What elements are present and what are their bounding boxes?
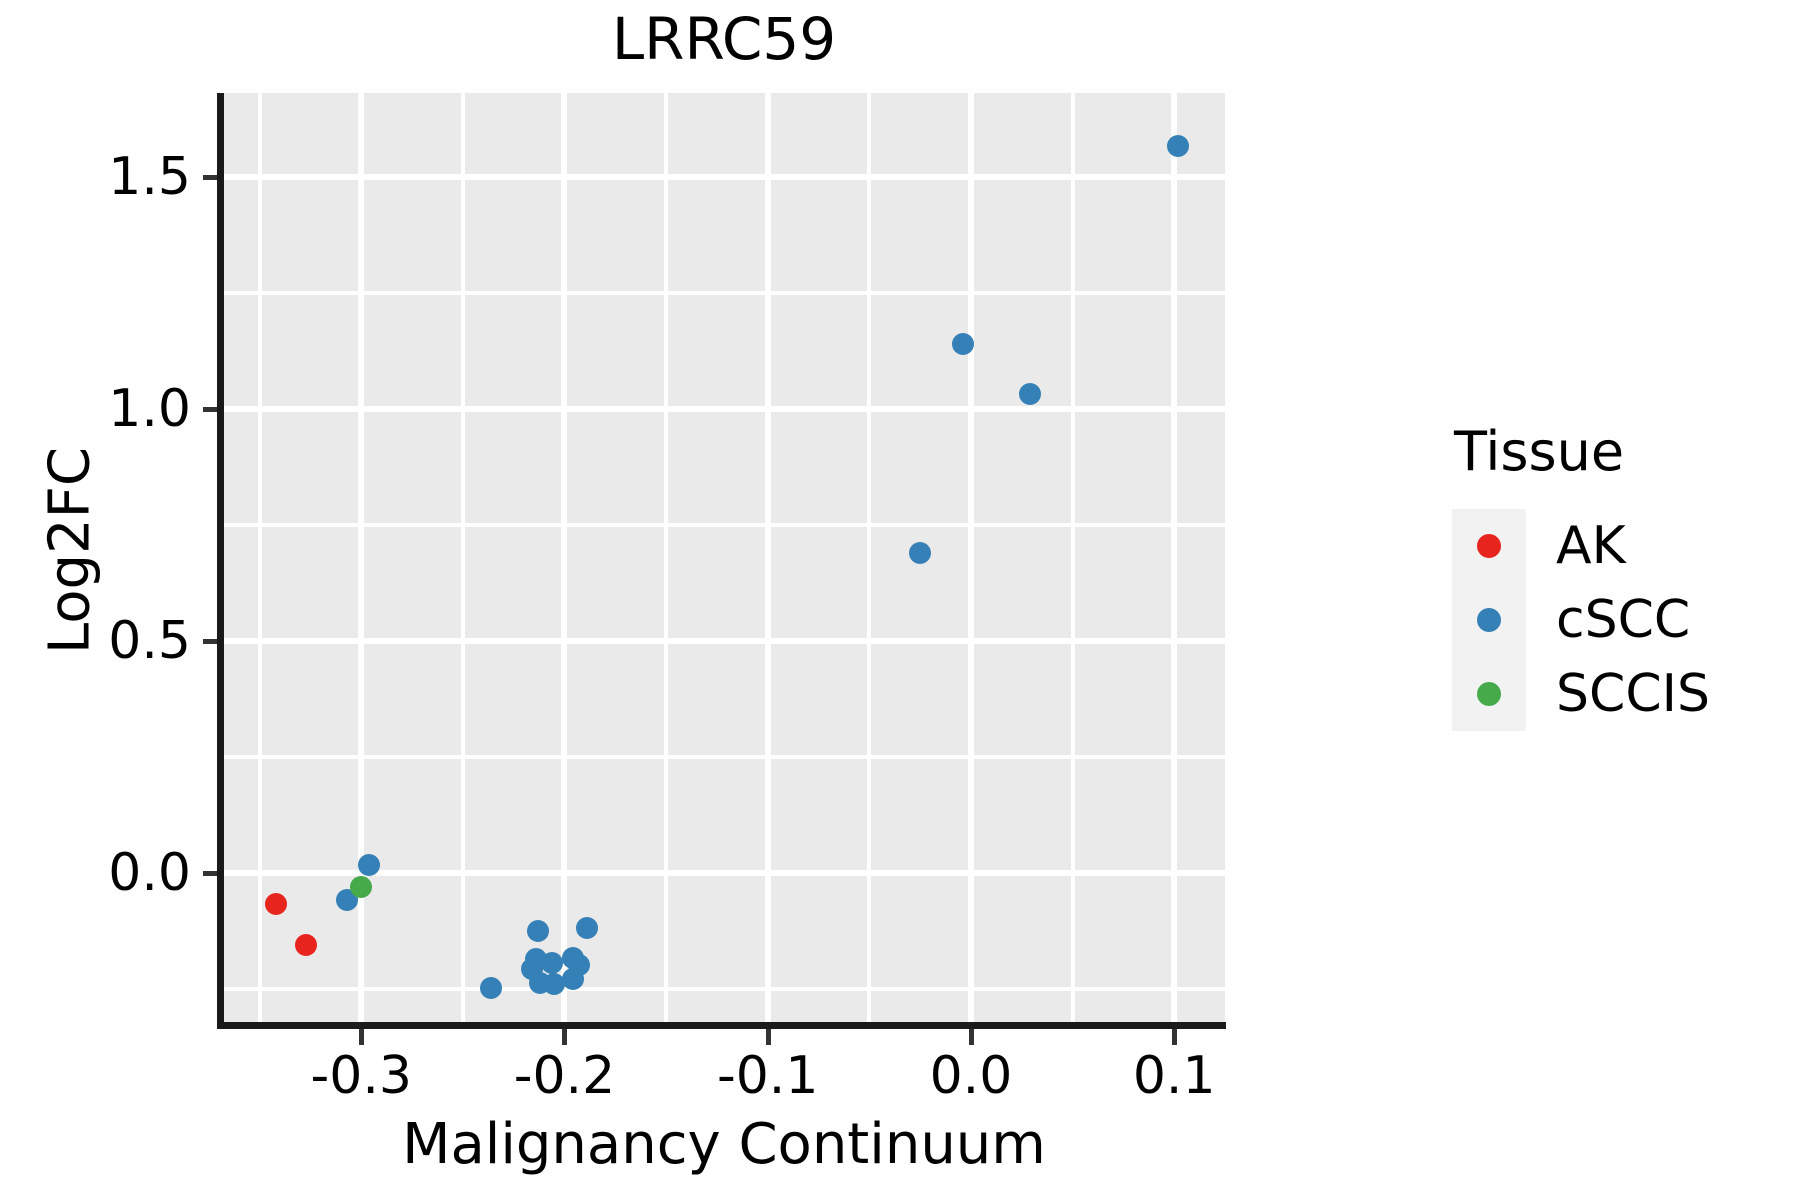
plot-panel xyxy=(223,93,1225,1022)
gridline-vertical-major xyxy=(967,93,974,1022)
legend-key-swatch xyxy=(1452,583,1526,657)
x-tick-mark xyxy=(562,1029,568,1045)
legend-title: Tissue xyxy=(1454,420,1625,483)
x-axis-label: Malignancy Continuum xyxy=(402,1112,1046,1177)
legend-item-label: AK xyxy=(1556,516,1626,576)
gridline-vertical-major xyxy=(1171,93,1178,1022)
x-tick-label: 0.0 xyxy=(929,1046,1013,1106)
legend-marker-icon xyxy=(1477,534,1501,558)
gridline-horizontal-major xyxy=(223,638,1225,645)
data-point xyxy=(295,934,318,957)
y-tick-mark xyxy=(203,871,217,877)
gridline-vertical-minor xyxy=(460,93,465,1022)
legend-item-ak[interactable]: AK xyxy=(1452,509,1710,583)
data-point xyxy=(1167,135,1190,158)
legend-key-swatch xyxy=(1452,657,1526,731)
legend: Tissue AK cSCC SCCIS xyxy=(1452,420,1710,731)
x-tick-mark xyxy=(359,1029,365,1045)
x-tick-label: -0.1 xyxy=(716,1046,819,1106)
legend-item-cscc[interactable]: cSCC xyxy=(1452,583,1710,657)
legend-item-label: cSCC xyxy=(1556,590,1691,650)
x-axis-line xyxy=(217,1022,1226,1029)
y-tick-mark xyxy=(203,406,217,412)
data-point xyxy=(575,917,598,940)
data-point xyxy=(527,920,550,943)
data-point xyxy=(350,876,373,899)
gridline-horizontal-minor xyxy=(223,755,1225,760)
x-tick-label: 0.1 xyxy=(1132,1046,1216,1106)
data-point xyxy=(951,332,974,355)
data-point xyxy=(543,972,566,995)
x-tick-mark xyxy=(765,1029,771,1045)
x-tick-label: -0.2 xyxy=(513,1046,616,1106)
data-point xyxy=(561,968,584,991)
data-point xyxy=(358,853,381,876)
x-tick-mark xyxy=(968,1029,974,1045)
legend-key-swatch xyxy=(1452,509,1526,583)
data-point xyxy=(1018,382,1041,405)
gridline-vertical-minor xyxy=(1070,93,1075,1022)
y-tick-label: 0.0 xyxy=(108,843,191,904)
gridline-horizontal-minor xyxy=(223,290,1225,295)
gridline-vertical-major xyxy=(358,93,365,1022)
gridline-horizontal-major xyxy=(223,173,1225,180)
gridline-vertical-minor xyxy=(867,93,872,1022)
data-point xyxy=(480,977,503,1000)
legend-item-sccis[interactable]: SCCIS xyxy=(1452,657,1710,731)
gridline-horizontal-minor xyxy=(223,522,1225,527)
gridline-vertical-minor xyxy=(257,93,262,1022)
legend-item-label: SCCIS xyxy=(1556,664,1710,724)
x-tick-label: -0.3 xyxy=(310,1046,412,1106)
y-tick-label: 0.5 xyxy=(108,611,191,672)
x-tick-mark xyxy=(1172,1029,1178,1045)
gridline-vertical-major xyxy=(561,93,568,1022)
data-point xyxy=(541,951,564,974)
y-tick-mark xyxy=(203,174,217,180)
data-point xyxy=(909,541,932,564)
gridline-vertical-minor xyxy=(664,93,669,1022)
y-axis-label: Log2FC xyxy=(37,447,103,654)
legend-marker-icon xyxy=(1477,608,1501,632)
y-axis-line xyxy=(217,93,224,1029)
legend-marker-icon xyxy=(1477,682,1501,706)
page-title: LRRC59 xyxy=(611,5,837,73)
y-tick-mark xyxy=(203,639,217,645)
gridline-horizontal-minor xyxy=(223,987,1225,992)
gridline-horizontal-major xyxy=(223,870,1225,877)
legend-entries: AK cSCC SCCIS xyxy=(1452,509,1710,731)
y-tick-label: 1.5 xyxy=(108,146,191,207)
data-point xyxy=(264,892,287,915)
gridline-horizontal-major xyxy=(223,405,1225,412)
y-tick-label: 1.0 xyxy=(108,378,191,439)
gridline-vertical-major xyxy=(764,93,771,1022)
